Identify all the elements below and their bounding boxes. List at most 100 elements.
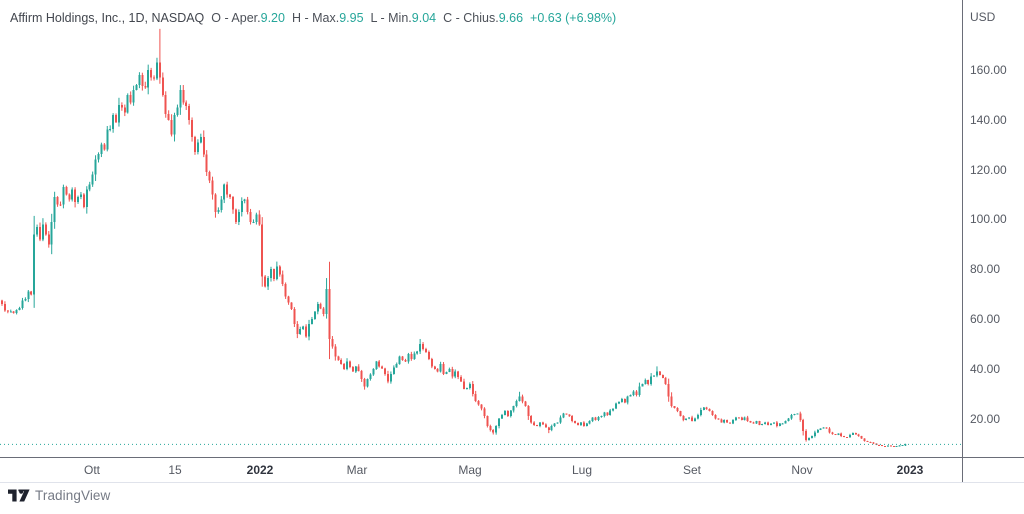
time-scale[interactable]: Ott 15 2022 Mar Mag Lug Set Nov 2023 — [0, 458, 1024, 482]
candle — [550, 426, 553, 430]
candle — [82, 194, 85, 207]
candle — [606, 412, 609, 415]
candle — [100, 144, 103, 155]
candle — [182, 89, 185, 103]
candle — [673, 406, 676, 409]
candle — [752, 422, 755, 424]
candle — [664, 377, 667, 384]
candle — [378, 361, 381, 367]
candle — [840, 433, 843, 437]
candle — [12, 311, 15, 313]
candle — [594, 417, 597, 420]
candle — [223, 184, 226, 200]
candle — [808, 437, 811, 440]
candle — [211, 180, 214, 195]
candle — [559, 417, 562, 423]
candle — [258, 214, 261, 225]
symbol-title[interactable]: Affirm Holdings, Inc., 1D, NASDAQ — [10, 11, 205, 25]
candle — [904, 444, 907, 446]
candle — [252, 221, 255, 223]
candle — [597, 417, 600, 420]
candle — [892, 446, 895, 448]
candle — [141, 74, 144, 86]
candle — [290, 302, 293, 310]
candle — [533, 422, 536, 426]
candle — [261, 224, 264, 277]
candle — [123, 107, 126, 113]
price-tick-label: 40.00 — [970, 361, 1001, 376]
candle — [881, 445, 884, 447]
candle — [56, 196, 59, 205]
candle — [775, 422, 778, 427]
candle — [790, 414, 793, 419]
candle — [650, 376, 653, 384]
candle — [822, 427, 825, 429]
candle — [158, 62, 161, 78]
candle — [208, 172, 211, 181]
candle — [150, 69, 153, 78]
candle — [612, 408, 615, 411]
candle — [454, 371, 457, 377]
candle — [392, 367, 395, 374]
candle — [381, 366, 384, 369]
price-tick-label: 60.00 — [970, 312, 1001, 327]
candle — [553, 423, 556, 427]
candle — [389, 373, 392, 382]
candle — [834, 434, 837, 436]
candle — [21, 300, 24, 308]
candle — [685, 418, 688, 420]
candle — [702, 407, 705, 410]
candle — [451, 368, 454, 377]
candle — [746, 417, 749, 422]
candle — [872, 442, 875, 444]
price-scale[interactable]: USD 160.00 140.00 120.00 100.00 80.00 60.00 40… — [963, 0, 1024, 482]
candle — [524, 401, 527, 407]
candle — [106, 129, 109, 150]
candle — [541, 422, 544, 425]
candle — [3, 304, 6, 311]
candle — [772, 422, 775, 424]
candle — [884, 446, 887, 448]
candle — [796, 413, 799, 415]
candle — [737, 417, 740, 419]
candle — [275, 266, 278, 280]
candle — [518, 396, 521, 402]
candle — [424, 348, 427, 352]
tradingview-watermark[interactable]: TradingView — [8, 488, 110, 503]
price-tick-label: 160.00 — [970, 62, 1007, 77]
candle — [65, 187, 68, 195]
candle — [15, 309, 18, 313]
candle — [410, 353, 413, 359]
candle — [623, 398, 626, 403]
candle — [495, 426, 498, 433]
candle — [1, 300, 3, 305]
candle — [202, 137, 205, 155]
candle — [296, 324, 299, 334]
candle — [433, 366, 436, 369]
candle — [574, 421, 577, 423]
price-tick-label: 120.00 — [970, 162, 1007, 177]
candle — [430, 358, 433, 367]
candle — [436, 368, 439, 372]
candle — [837, 433, 840, 435]
candle — [579, 422, 582, 425]
candle — [68, 194, 71, 200]
candle — [299, 328, 302, 334]
candle — [732, 419, 734, 424]
candle — [530, 416, 533, 423]
candle — [600, 416, 603, 418]
candle — [781, 423, 784, 425]
candle — [471, 383, 474, 394]
candle — [170, 119, 173, 135]
candle — [85, 189, 88, 207]
candle — [512, 406, 515, 411]
ohlc-label: O - Aper. — [211, 11, 261, 25]
candle — [395, 363, 398, 368]
candle — [36, 226, 39, 235]
candle — [644, 380, 647, 385]
candle — [536, 425, 539, 427]
candle — [340, 359, 343, 364]
candle — [726, 419, 729, 423]
candle — [322, 308, 325, 315]
